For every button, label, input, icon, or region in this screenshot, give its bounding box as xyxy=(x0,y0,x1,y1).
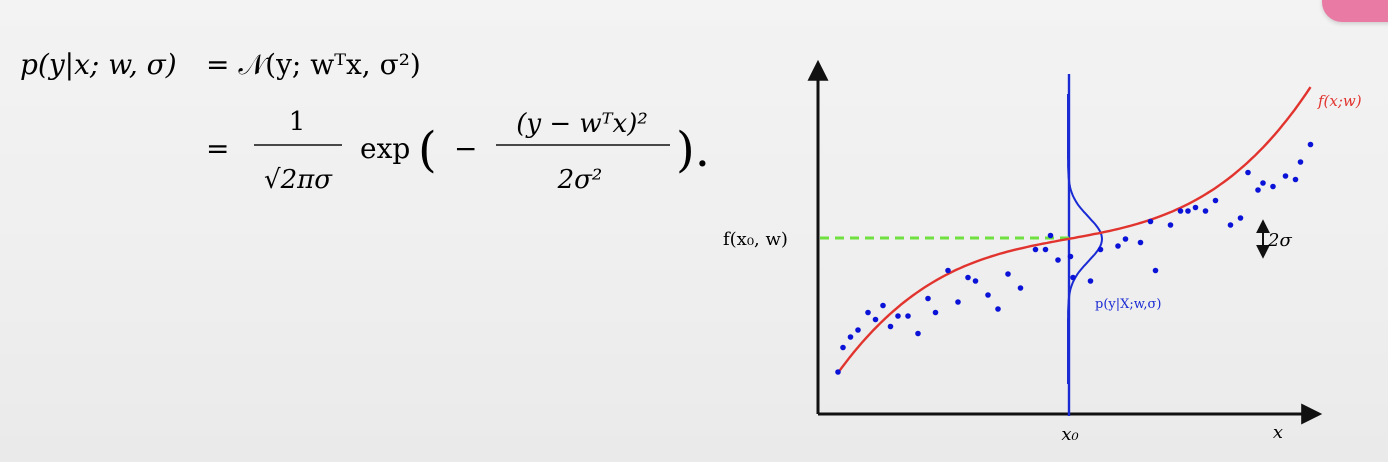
data-point xyxy=(972,278,979,284)
equation-line2-equals: = xyxy=(206,132,229,165)
data-point xyxy=(1292,176,1299,183)
data-point xyxy=(985,292,991,298)
data-point xyxy=(1307,141,1314,148)
sigma-label: 2σ xyxy=(1267,230,1292,251)
data-point xyxy=(995,306,1001,312)
data-point xyxy=(1087,278,1094,284)
data-point xyxy=(1147,218,1154,225)
fraction1-numerator: 1 xyxy=(289,107,306,137)
data-point xyxy=(1122,236,1129,242)
data-point xyxy=(1237,215,1244,221)
gaussian-curve xyxy=(1067,94,1104,384)
equation-line1-lhs: p(y|x; w, σ) xyxy=(20,48,177,81)
data-point xyxy=(835,369,841,375)
data-point xyxy=(1047,232,1054,239)
data-point xyxy=(925,295,931,302)
close-paren: ). xyxy=(676,122,710,178)
data-point xyxy=(895,313,901,319)
data-point xyxy=(1192,204,1199,211)
data-point xyxy=(1270,183,1276,190)
open-paren: ( xyxy=(418,122,437,178)
data-point xyxy=(865,309,871,316)
data-point xyxy=(880,302,886,309)
data-point xyxy=(1055,257,1061,263)
data-point xyxy=(1017,285,1024,291)
data-point xyxy=(1152,267,1159,274)
exp-function: exp xyxy=(360,132,410,165)
likelihood-equation: p(y|x; w, σ) = 𝒩(y; wᵀx, σ²) = 1 √2πσ ex… xyxy=(20,48,710,195)
data-point xyxy=(1185,208,1191,214)
data-point xyxy=(847,334,854,340)
data-point xyxy=(932,309,939,316)
data-point xyxy=(1167,222,1174,228)
data-point xyxy=(1070,274,1076,281)
equation-line1-rhs: = 𝒩(y; wᵀx, σ²) xyxy=(206,48,421,81)
data-point xyxy=(1255,187,1261,193)
regression-curve xyxy=(837,86,1312,374)
x-axis-label: x xyxy=(1273,422,1283,443)
data-point xyxy=(1202,208,1209,214)
data-point xyxy=(1260,180,1266,186)
fraction2-numerator: (y − wᵀx)² xyxy=(516,109,648,139)
point-label: f(x₀, w) xyxy=(723,229,788,250)
data-points xyxy=(835,141,1314,375)
fraction1-denominator: √2πσ xyxy=(264,165,333,195)
data-point xyxy=(1067,253,1074,260)
data-point xyxy=(887,323,894,330)
data-point xyxy=(855,327,861,333)
data-point xyxy=(1177,208,1184,214)
data-point xyxy=(1297,159,1304,165)
data-point xyxy=(1245,169,1251,176)
data-point xyxy=(945,267,951,274)
data-point xyxy=(1042,246,1049,253)
data-point xyxy=(1005,271,1011,277)
x0-tick-label: x₀ xyxy=(1061,424,1078,445)
data-point xyxy=(1137,239,1144,246)
regression-figure: f(x;w) f(x₀, w) p(y|X;w,σ) 2σ x₀ x xyxy=(723,59,1362,445)
data-point xyxy=(1282,173,1289,179)
curve-label: f(x;w) xyxy=(1317,92,1362,110)
data-point xyxy=(955,299,961,305)
data-point xyxy=(840,344,846,351)
minus-sign: − xyxy=(454,132,477,165)
data-point xyxy=(1227,222,1234,228)
corner-tab xyxy=(1322,0,1388,22)
data-point xyxy=(1032,246,1039,253)
data-point xyxy=(915,330,921,337)
data-point xyxy=(1115,243,1121,249)
gaussian-label: p(y|X;w,σ) xyxy=(1095,297,1161,312)
data-point xyxy=(1097,246,1104,253)
data-point xyxy=(965,274,971,281)
data-point xyxy=(905,313,911,319)
data-point xyxy=(1212,197,1219,204)
fraction2-denominator: 2σ² xyxy=(557,165,603,195)
data-point xyxy=(872,316,879,323)
